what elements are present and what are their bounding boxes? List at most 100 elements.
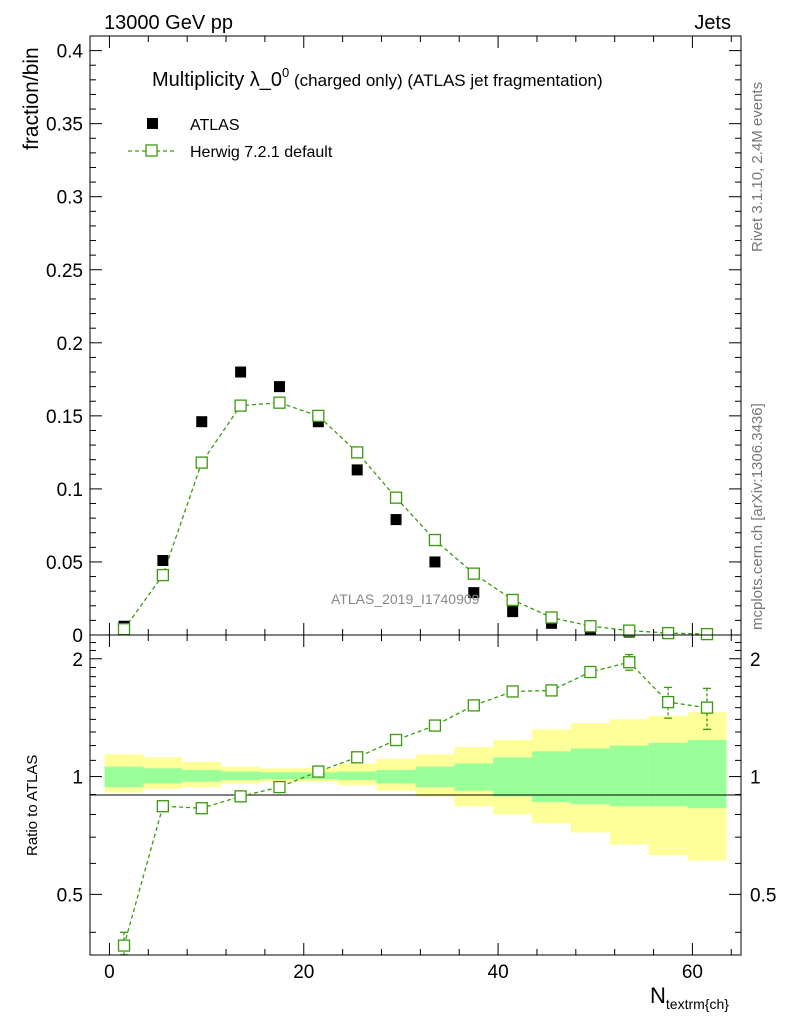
- ratio-ticks: [90, 635, 741, 955]
- uncertainty-band-inner: [532, 751, 571, 803]
- legend-data-label: ATLAS: [190, 117, 240, 134]
- uncertainty-band-inner: [143, 768, 183, 784]
- mc-point: [195, 456, 208, 469]
- process-label: Jets: [694, 12, 731, 34]
- ratio-ytick-label-right: 1: [750, 768, 761, 789]
- ratio-point: [506, 685, 519, 698]
- mc-point: [623, 624, 636, 637]
- ratio-point: [467, 699, 480, 712]
- main-panel: 0 0.05 0.1 0.15 0.2 0.25 0.3 0.35 0.4 fraction/b…: [20, 35, 742, 647]
- mc-curve: [123, 402, 708, 635]
- main-ytick-label: 0.35: [46, 115, 83, 136]
- ratio-point: [234, 790, 247, 803]
- ratio-point: [623, 656, 636, 669]
- atlas-point: [273, 381, 285, 393]
- uncertainty-band-inner: [337, 771, 377, 780]
- mc-point: [545, 611, 558, 624]
- main-ytick-label: 0.05: [46, 553, 83, 574]
- ratio-ytick-label: 0.5: [57, 885, 83, 906]
- mcplots-label: mcplots.cern.ch [arXiv:1306.3436]: [749, 403, 766, 630]
- ratio-xtick-label: 20: [293, 962, 314, 983]
- mc-point: [700, 627, 714, 641]
- mc-point: [661, 626, 675, 640]
- legend-mc-label: Herwig 7.2.1 default: [190, 144, 333, 161]
- ratio-ylabel: Ratio to ATLAS: [24, 755, 41, 856]
- chart-title-sup: 0: [282, 65, 289, 80]
- chart-title-rest: (charged only) (ATLAS jet fragmentation): [289, 71, 602, 90]
- energy-label: 13000 GeV pp: [104, 12, 233, 34]
- uncertainty-band-inner: [182, 769, 222, 782]
- uncertainty-band-inner: [648, 742, 688, 807]
- mc-point: [234, 399, 247, 412]
- main-ytick-label: 0.3: [57, 188, 83, 209]
- ratio-point: [273, 780, 286, 794]
- ratio-point: [428, 719, 442, 732]
- main-ticks: [90, 36, 741, 636]
- legend-mc-marker: [145, 144, 158, 157]
- uncertainty-band-inner: [609, 745, 649, 807]
- ratio-bands: [104, 712, 727, 861]
- mc-point: [467, 567, 480, 580]
- uncertainty-band-inner: [260, 772, 299, 780]
- ratio-ytick-label-right: 0.5: [750, 885, 776, 906]
- uncertainty-band-inner: [454, 763, 494, 791]
- ratio-xlabel-main: N: [650, 983, 666, 1008]
- ratio-point: [351, 751, 364, 764]
- rivet-version-label: Rivet 3.1.10, 2.4M events: [749, 82, 766, 252]
- ratio-ytick-label: 1: [72, 768, 83, 789]
- ratio-point: [545, 684, 558, 697]
- ratio-point: [389, 733, 403, 747]
- atlas-point: [390, 514, 402, 526]
- ratio-panel: 0.5 0.51 12 20 20 40 60 Ratio to ATLAS Ntextrm…: [24, 634, 777, 1012]
- atlas-point: [351, 464, 363, 476]
- atlas-point: [235, 366, 247, 378]
- uncertainty-band-inner: [687, 740, 727, 809]
- uncertainty-band-inner: [493, 757, 533, 797]
- main-ytick-label: 0.4: [57, 42, 84, 63]
- chart-title: Multiplicity λ_00 (charged only) (ATLAS …: [152, 65, 603, 91]
- ratio-ytick-label: 2: [72, 650, 83, 671]
- atlas-point: [157, 554, 169, 566]
- ratio-point: [312, 765, 325, 778]
- main-ytick-label: 0.15: [46, 407, 83, 428]
- legend-data-marker: [147, 118, 158, 129]
- ratio-tick-labels: 0.5 0.51 12 20 20 40 60: [57, 650, 777, 983]
- uncertainty-band-inner: [221, 771, 261, 780]
- ratio-xtick-label: 40: [488, 962, 509, 983]
- uncertainty-band-inner: [104, 766, 144, 788]
- mc-point: [273, 396, 286, 409]
- ratio-marks: [117, 653, 714, 956]
- mc-point: [117, 623, 131, 636]
- main-marks: [117, 366, 714, 641]
- mc-point: [428, 533, 442, 547]
- ratio-point: [661, 695, 675, 709]
- uncertainty-band-inner: [570, 748, 610, 805]
- atlas-point: [196, 416, 208, 428]
- mc-point: [351, 446, 364, 459]
- analysis-watermark: ATLAS_2019_I1740909: [331, 591, 480, 607]
- ratio-curve: [123, 661, 708, 946]
- ratio-frame: [89, 634, 742, 956]
- mc-point: [312, 409, 325, 423]
- mc-point: [584, 620, 597, 633]
- atlas-point: [507, 606, 519, 618]
- mc-point: [156, 568, 170, 582]
- main-ytick-label: 0.2: [57, 334, 83, 355]
- ratio-xlabel-sub: textrm{ch}: [666, 996, 729, 1012]
- ratio-xtick-label: 0: [104, 962, 115, 983]
- atlas-point: [468, 587, 480, 599]
- mc-point: [506, 593, 519, 607]
- main-ytick-label: 0.1: [57, 480, 83, 501]
- atlas-point: [429, 556, 441, 568]
- ratio-xlabel: Ntextrm{ch}: [650, 983, 729, 1012]
- ratio-point: [195, 802, 208, 815]
- main-ytick-label: 0: [72, 626, 83, 647]
- ratio-point: [700, 701, 714, 714]
- mc-point: [389, 491, 403, 504]
- main-frame: [89, 35, 742, 636]
- uncertainty-band-inner: [415, 766, 455, 788]
- ratio-ytick-label-right: 2: [750, 650, 761, 671]
- ratio-point: [117, 939, 131, 952]
- ratio-xtick-label: 60: [682, 962, 703, 983]
